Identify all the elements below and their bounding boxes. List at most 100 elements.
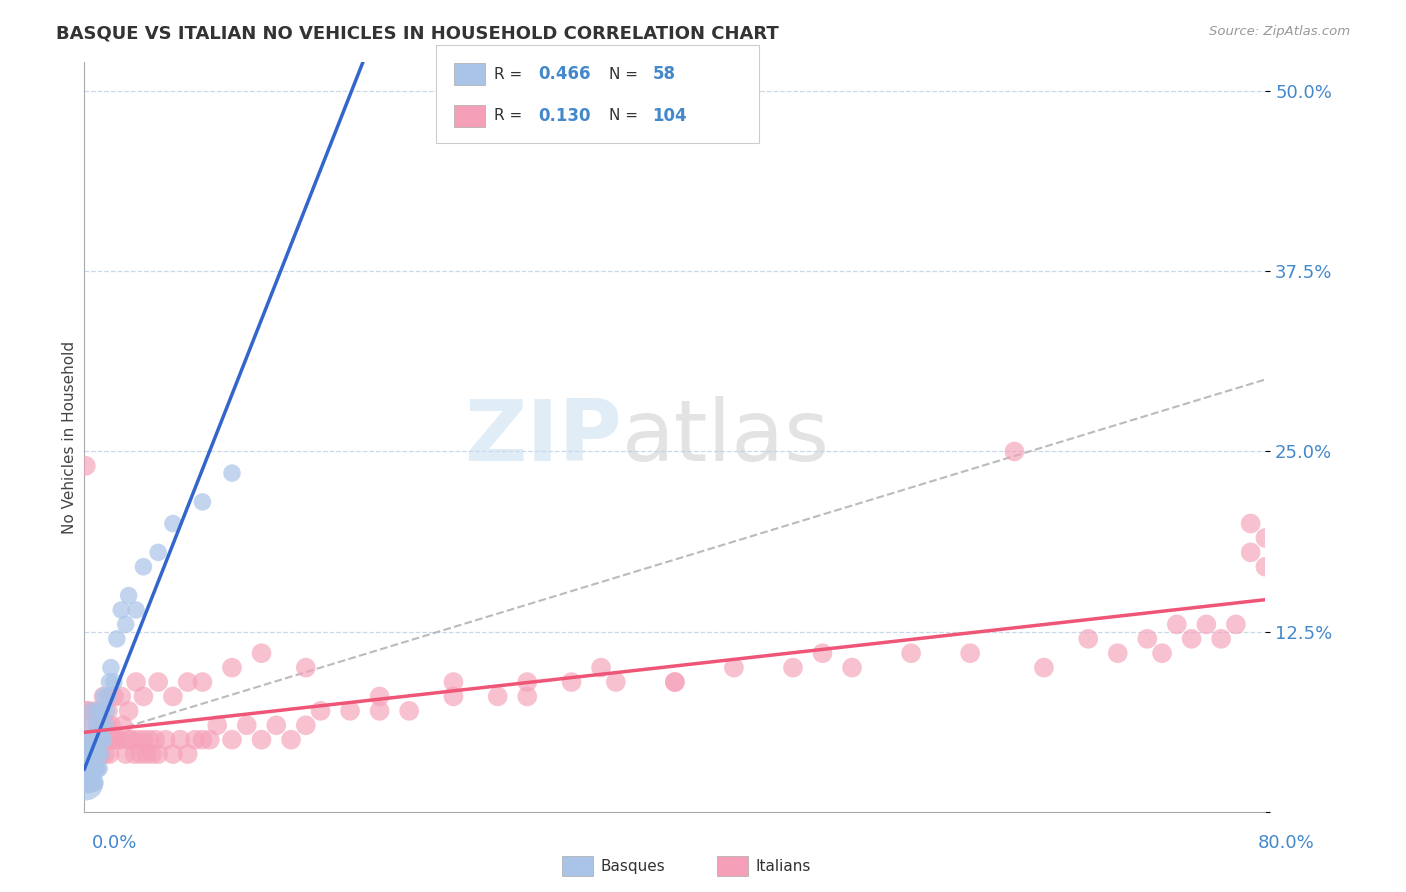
Point [98,747,121,761]
Point [1107,646,1129,660]
Point [959,646,981,660]
Point [84,732,107,747]
Point [84,704,107,718]
Point [83,732,105,747]
Point [1033,660,1056,674]
Point [398,704,420,718]
Point [86,718,108,732]
Text: Basques: Basques [600,859,665,873]
Point [591,660,613,674]
Point [79,747,101,761]
Point [97,690,120,704]
Point [148,545,170,559]
Point [118,589,141,603]
Point [443,675,465,690]
Point [103,732,125,747]
Text: atlas: atlas [621,395,830,479]
Text: 58: 58 [652,65,675,83]
Point [96,704,118,718]
Point [75,704,97,718]
Point [75,458,97,473]
Point [90,747,112,761]
Point [124,747,146,761]
Point [84,732,107,747]
Point [1195,617,1218,632]
Point [132,690,155,704]
Point [91,732,114,747]
Point [82,747,104,761]
Point [83,762,105,776]
Point [103,690,125,704]
Point [1240,516,1263,531]
Point [93,690,115,704]
Point [94,718,117,732]
Point [83,747,105,761]
Text: 80.0%: 80.0% [1258,834,1315,852]
Text: N =: N = [609,67,643,81]
Point [77,762,100,776]
Point [110,603,132,617]
Point [76,747,98,761]
Point [1240,545,1263,559]
Point [177,747,200,761]
Point [162,690,184,704]
Point [76,718,98,732]
Point [664,675,686,690]
Point [169,732,191,747]
Point [561,675,583,690]
Point [105,732,128,747]
Text: R =: R = [494,109,527,123]
Point [250,646,273,660]
Point [93,732,115,747]
Point [1150,646,1173,660]
Point [221,660,243,674]
Point [75,776,97,790]
Text: 104: 104 [652,107,688,125]
Point [177,675,200,690]
Point [605,675,627,690]
Point [368,690,391,704]
Point [125,675,148,690]
Point [221,466,243,480]
Point [76,776,98,790]
Point [93,690,115,704]
Point [162,747,184,761]
Point [486,690,509,704]
Point [100,660,122,674]
Text: 0.0%: 0.0% [91,834,136,852]
Point [125,603,148,617]
Point [368,704,391,718]
Y-axis label: No Vehicles in Household: No Vehicles in Household [62,341,77,533]
Point [1004,444,1026,458]
Point [87,718,111,732]
Point [80,747,103,761]
Point [77,732,100,747]
Point [91,704,114,718]
Point [84,747,107,761]
Point [782,660,804,674]
Text: R =: R = [494,67,527,81]
Point [1077,632,1099,646]
Point [295,718,318,732]
Point [80,732,103,747]
Point [236,718,259,732]
Point [143,732,166,747]
Point [191,675,214,690]
Point [86,747,108,761]
Point [105,632,128,646]
Point [84,762,107,776]
Point [516,690,538,704]
Point [90,718,112,732]
Point [100,718,122,732]
Point [114,617,136,632]
Point [97,732,120,747]
Text: ZIP: ZIP [464,395,621,479]
Point [191,495,214,509]
Point [121,732,143,747]
Point [135,747,157,761]
Point [101,732,124,747]
Point [87,704,111,718]
Point [82,732,104,747]
Point [141,747,163,761]
Point [207,718,229,732]
